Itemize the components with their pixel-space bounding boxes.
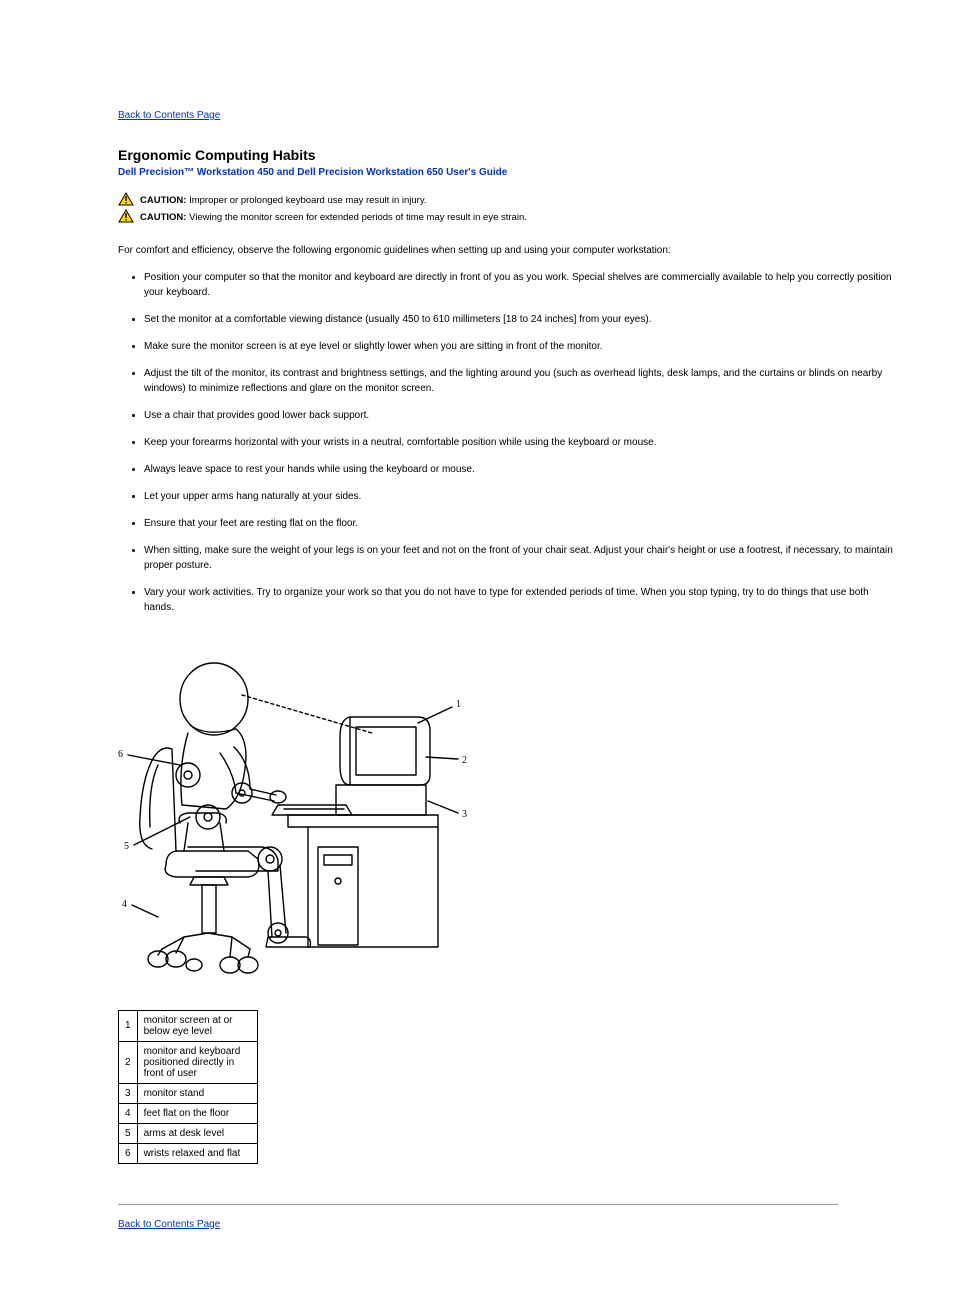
callout-desc: monitor screen at or below eye level — [137, 1010, 257, 1041]
document-title: Dell Precision™ Workstation 450 and Dell… — [118, 167, 894, 178]
callout-desc: monitor stand — [137, 1083, 257, 1103]
list-item: Keep your forearms horizontal with your … — [132, 435, 894, 450]
callout-label: 5 — [124, 841, 129, 852]
list-item: Always leave space to rest your hands wh… — [132, 462, 894, 477]
callout-label: 4 — [122, 899, 127, 910]
table-row: 6wrists relaxed and flat — [119, 1143, 258, 1163]
list-item: When sitting, make sure the weight of yo… — [132, 543, 894, 573]
list-item: Vary your work activities. Try to organi… — [132, 585, 894, 615]
list-item: Set the monitor at a comfortable viewing… — [132, 312, 894, 327]
ergonomic-diagram: 1 2 3 4 5 6 — [118, 637, 894, 980]
caution-row: CAUTION: Improper or prolonged keyboard … — [118, 192, 894, 207]
callout-desc: wrists relaxed and flat — [137, 1143, 257, 1163]
list-item: Position your computer so that the monit… — [132, 270, 894, 300]
callout-num: 1 — [119, 1010, 138, 1041]
table-row: 5arms at desk level — [119, 1123, 258, 1143]
back-to-contents-bottom[interactable]: Back to Contents Page — [118, 1219, 220, 1230]
callout-desc: monitor and keyboard positioned directly… — [137, 1041, 257, 1083]
caution-row: CAUTION: Viewing the monitor screen for … — [118, 209, 894, 224]
list-item: Ensure that your feet are resting flat o… — [132, 516, 894, 531]
warning-icon — [118, 192, 134, 206]
callout-table: 1monitor screen at or below eye level 2m… — [118, 1010, 258, 1164]
intro-text: For comfort and efficiency, observe the … — [118, 243, 894, 258]
tips-list: Position your computer so that the monit… — [132, 270, 894, 615]
list-item: Make sure the monitor screen is at eye l… — [132, 339, 894, 354]
callout-label: 6 — [118, 749, 123, 760]
callout-desc: feet flat on the floor — [137, 1103, 257, 1123]
callout-label: 2 — [462, 755, 467, 766]
callout-num: 4 — [119, 1103, 138, 1123]
table-row: 3monitor stand — [119, 1083, 258, 1103]
table-row: 1monitor screen at or below eye level — [119, 1010, 258, 1041]
divider — [118, 1204, 838, 1205]
callout-label: 3 — [462, 809, 467, 820]
table-row: 4feet flat on the floor — [119, 1103, 258, 1123]
back-to-contents-top[interactable]: Back to Contents Page — [118, 110, 220, 121]
section-title: Ergonomic Computing Habits — [118, 147, 894, 163]
caution-label: CAUTION: — [140, 195, 186, 206]
list-item: Use a chair that provides good lower bac… — [132, 408, 894, 423]
callout-num: 6 — [119, 1143, 138, 1163]
callout-label: 1 — [456, 699, 461, 710]
table-row: 2monitor and keyboard positioned directl… — [119, 1041, 258, 1083]
list-item: Adjust the tilt of the monitor, its cont… — [132, 366, 894, 396]
callout-num: 5 — [119, 1123, 138, 1143]
warning-icon — [118, 209, 134, 223]
caution-text: Viewing the monitor screen for extended … — [189, 212, 527, 223]
callout-desc: arms at desk level — [137, 1123, 257, 1143]
caution-text: Improper or prolonged keyboard use may r… — [189, 195, 426, 206]
callout-num: 3 — [119, 1083, 138, 1103]
caution-label: CAUTION: — [140, 212, 186, 223]
list-item: Let your upper arms hang naturally at yo… — [132, 489, 894, 504]
callout-num: 2 — [119, 1041, 138, 1083]
